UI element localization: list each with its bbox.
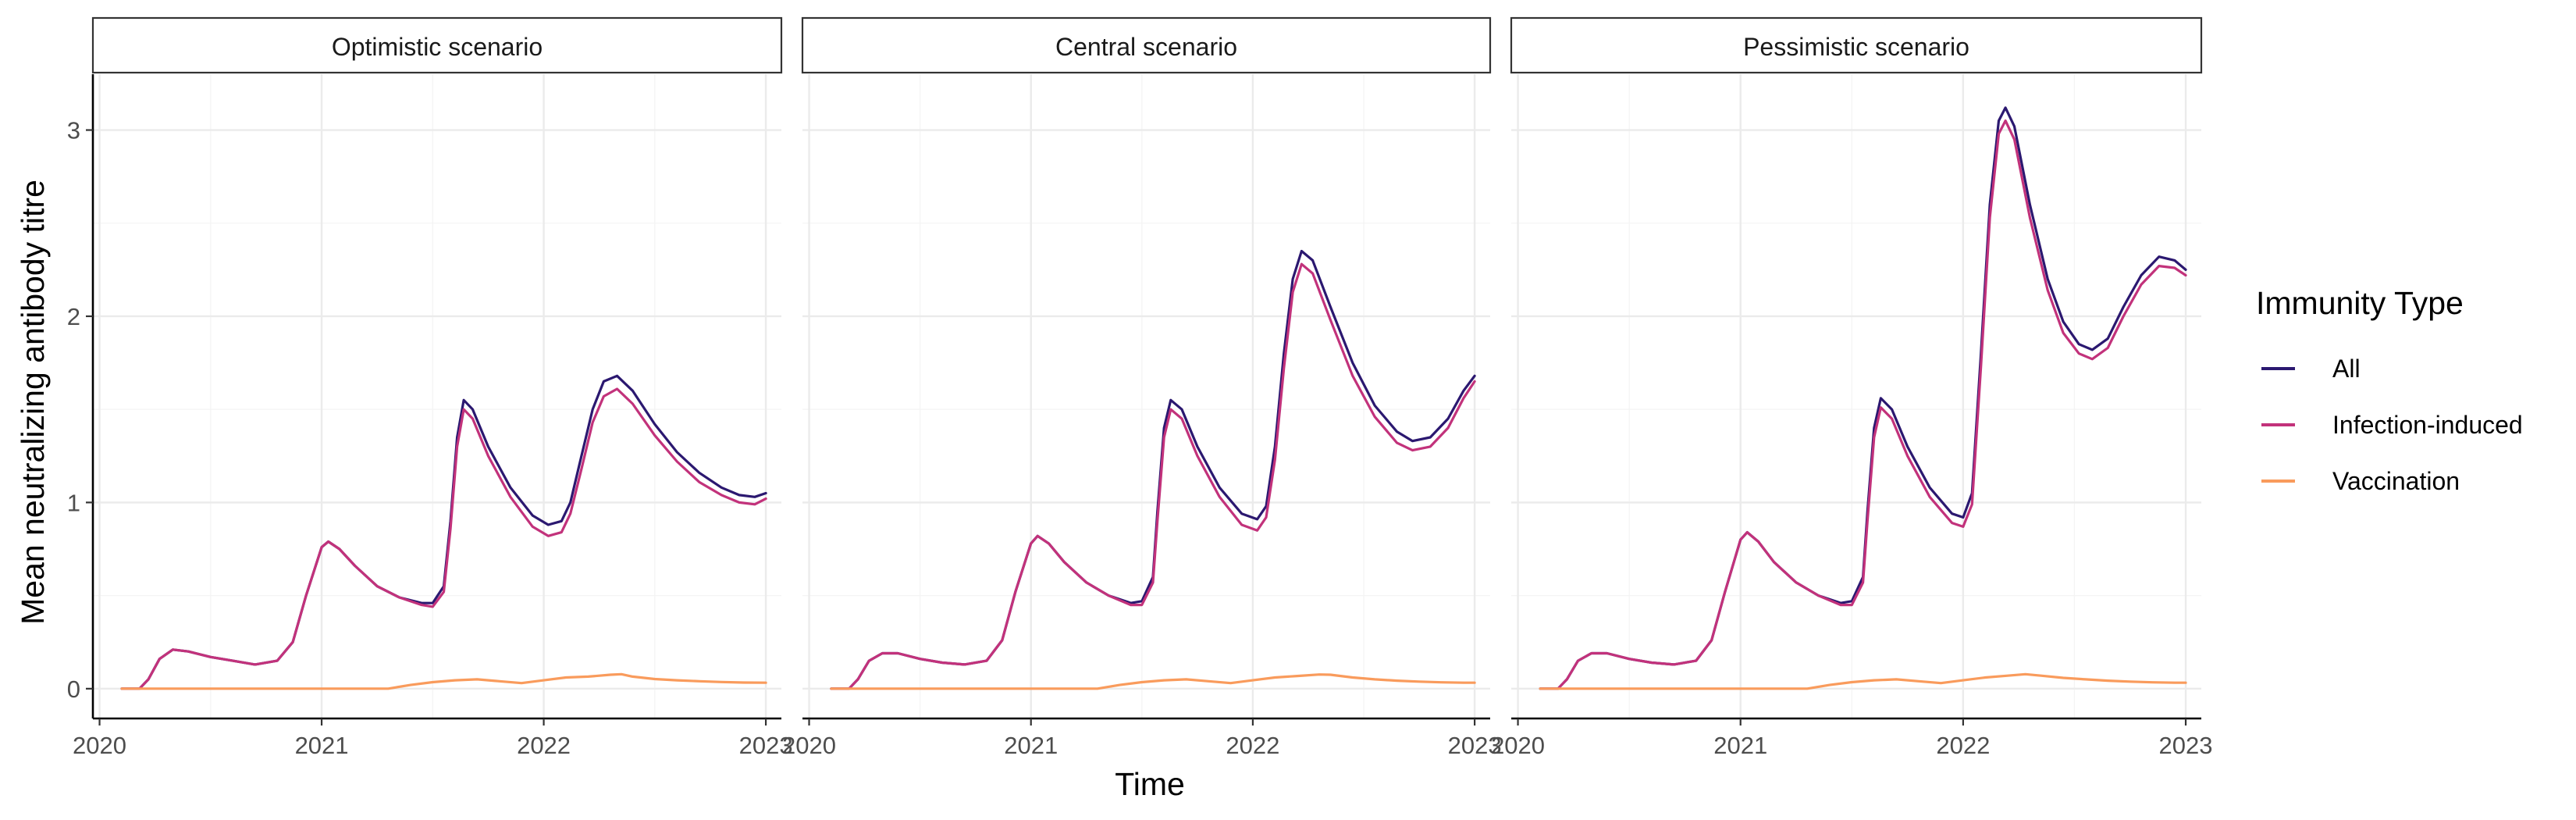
- x-tick-label: 2022: [517, 732, 571, 759]
- legend-label: Infection-induced: [2332, 411, 2523, 439]
- series-line-infection-induced: [830, 262, 1476, 690]
- series-line-infection-induced: [1539, 119, 2187, 690]
- legend-item-vaccination: Vaccination: [2261, 467, 2460, 495]
- facet-strip: [1510, 16, 2203, 74]
- facet-title: Pessimistic scenario: [1743, 33, 1969, 61]
- series-line-all: [120, 374, 767, 690]
- legend-label: All: [2332, 355, 2361, 383]
- facet-title: Central scenario: [1055, 33, 1237, 61]
- facet-title: Optimistic scenario: [332, 33, 543, 61]
- legend-item-all: All: [2261, 355, 2361, 383]
- series-line-vaccination: [120, 672, 767, 690]
- x-tick-label: 2020: [73, 732, 126, 759]
- y-axis-title: Mean neutralizing antibody titre: [15, 180, 51, 625]
- series-line-all: [1539, 106, 2187, 690]
- y-tick-label: 1: [67, 489, 80, 516]
- y-tick-label: 3: [67, 117, 80, 144]
- series-line-vaccination: [1539, 672, 2187, 690]
- x-tick-label: 2021: [295, 732, 349, 759]
- x-tick-label: 2020: [782, 732, 836, 759]
- y-tick-label: 0: [67, 676, 80, 703]
- y-tick-label: 2: [67, 303, 80, 330]
- facet-panel-optimistic-scenario: Optimistic scenario 0 1 2 3 2020 2021 2022 2023: [67, 16, 793, 759]
- x-tick-label: 2021: [1713, 732, 1767, 759]
- legend-item-infection-induced: Infection-induced: [2261, 411, 2523, 439]
- legend-title: Immunity Type: [2256, 285, 2464, 321]
- x-tick-label: 2021: [1004, 732, 1058, 759]
- facet-strip: [91, 16, 783, 74]
- legend-entries: All Infection-induced Vaccination: [2261, 355, 2523, 495]
- x-tick-label: 2023: [1448, 732, 1502, 759]
- series-line-vaccination: [830, 673, 1476, 690]
- x-tick-label: 2022: [1226, 732, 1279, 759]
- x-tick-label: 2022: [1936, 732, 1990, 759]
- legend: Immunity Type All Infection-induced Vaccin…: [2256, 285, 2523, 495]
- facet-strip: [801, 16, 1492, 74]
- x-axis-title: Time: [1115, 766, 1185, 802]
- series-line-infection-induced: [120, 387, 767, 690]
- x-tick-label: 2023: [739, 732, 793, 759]
- facet-panel-pessimistic-scenario: Pessimistic scenario 2020 2021 2022 2023: [1491, 16, 2213, 759]
- legend-label: Vaccination: [2332, 467, 2460, 495]
- x-tick-label: 2023: [2159, 732, 2213, 759]
- x-tick-label: 2020: [1491, 732, 1545, 759]
- facet-panel-central-scenario: Central scenario 2020 2021 2022 2023: [782, 16, 1502, 759]
